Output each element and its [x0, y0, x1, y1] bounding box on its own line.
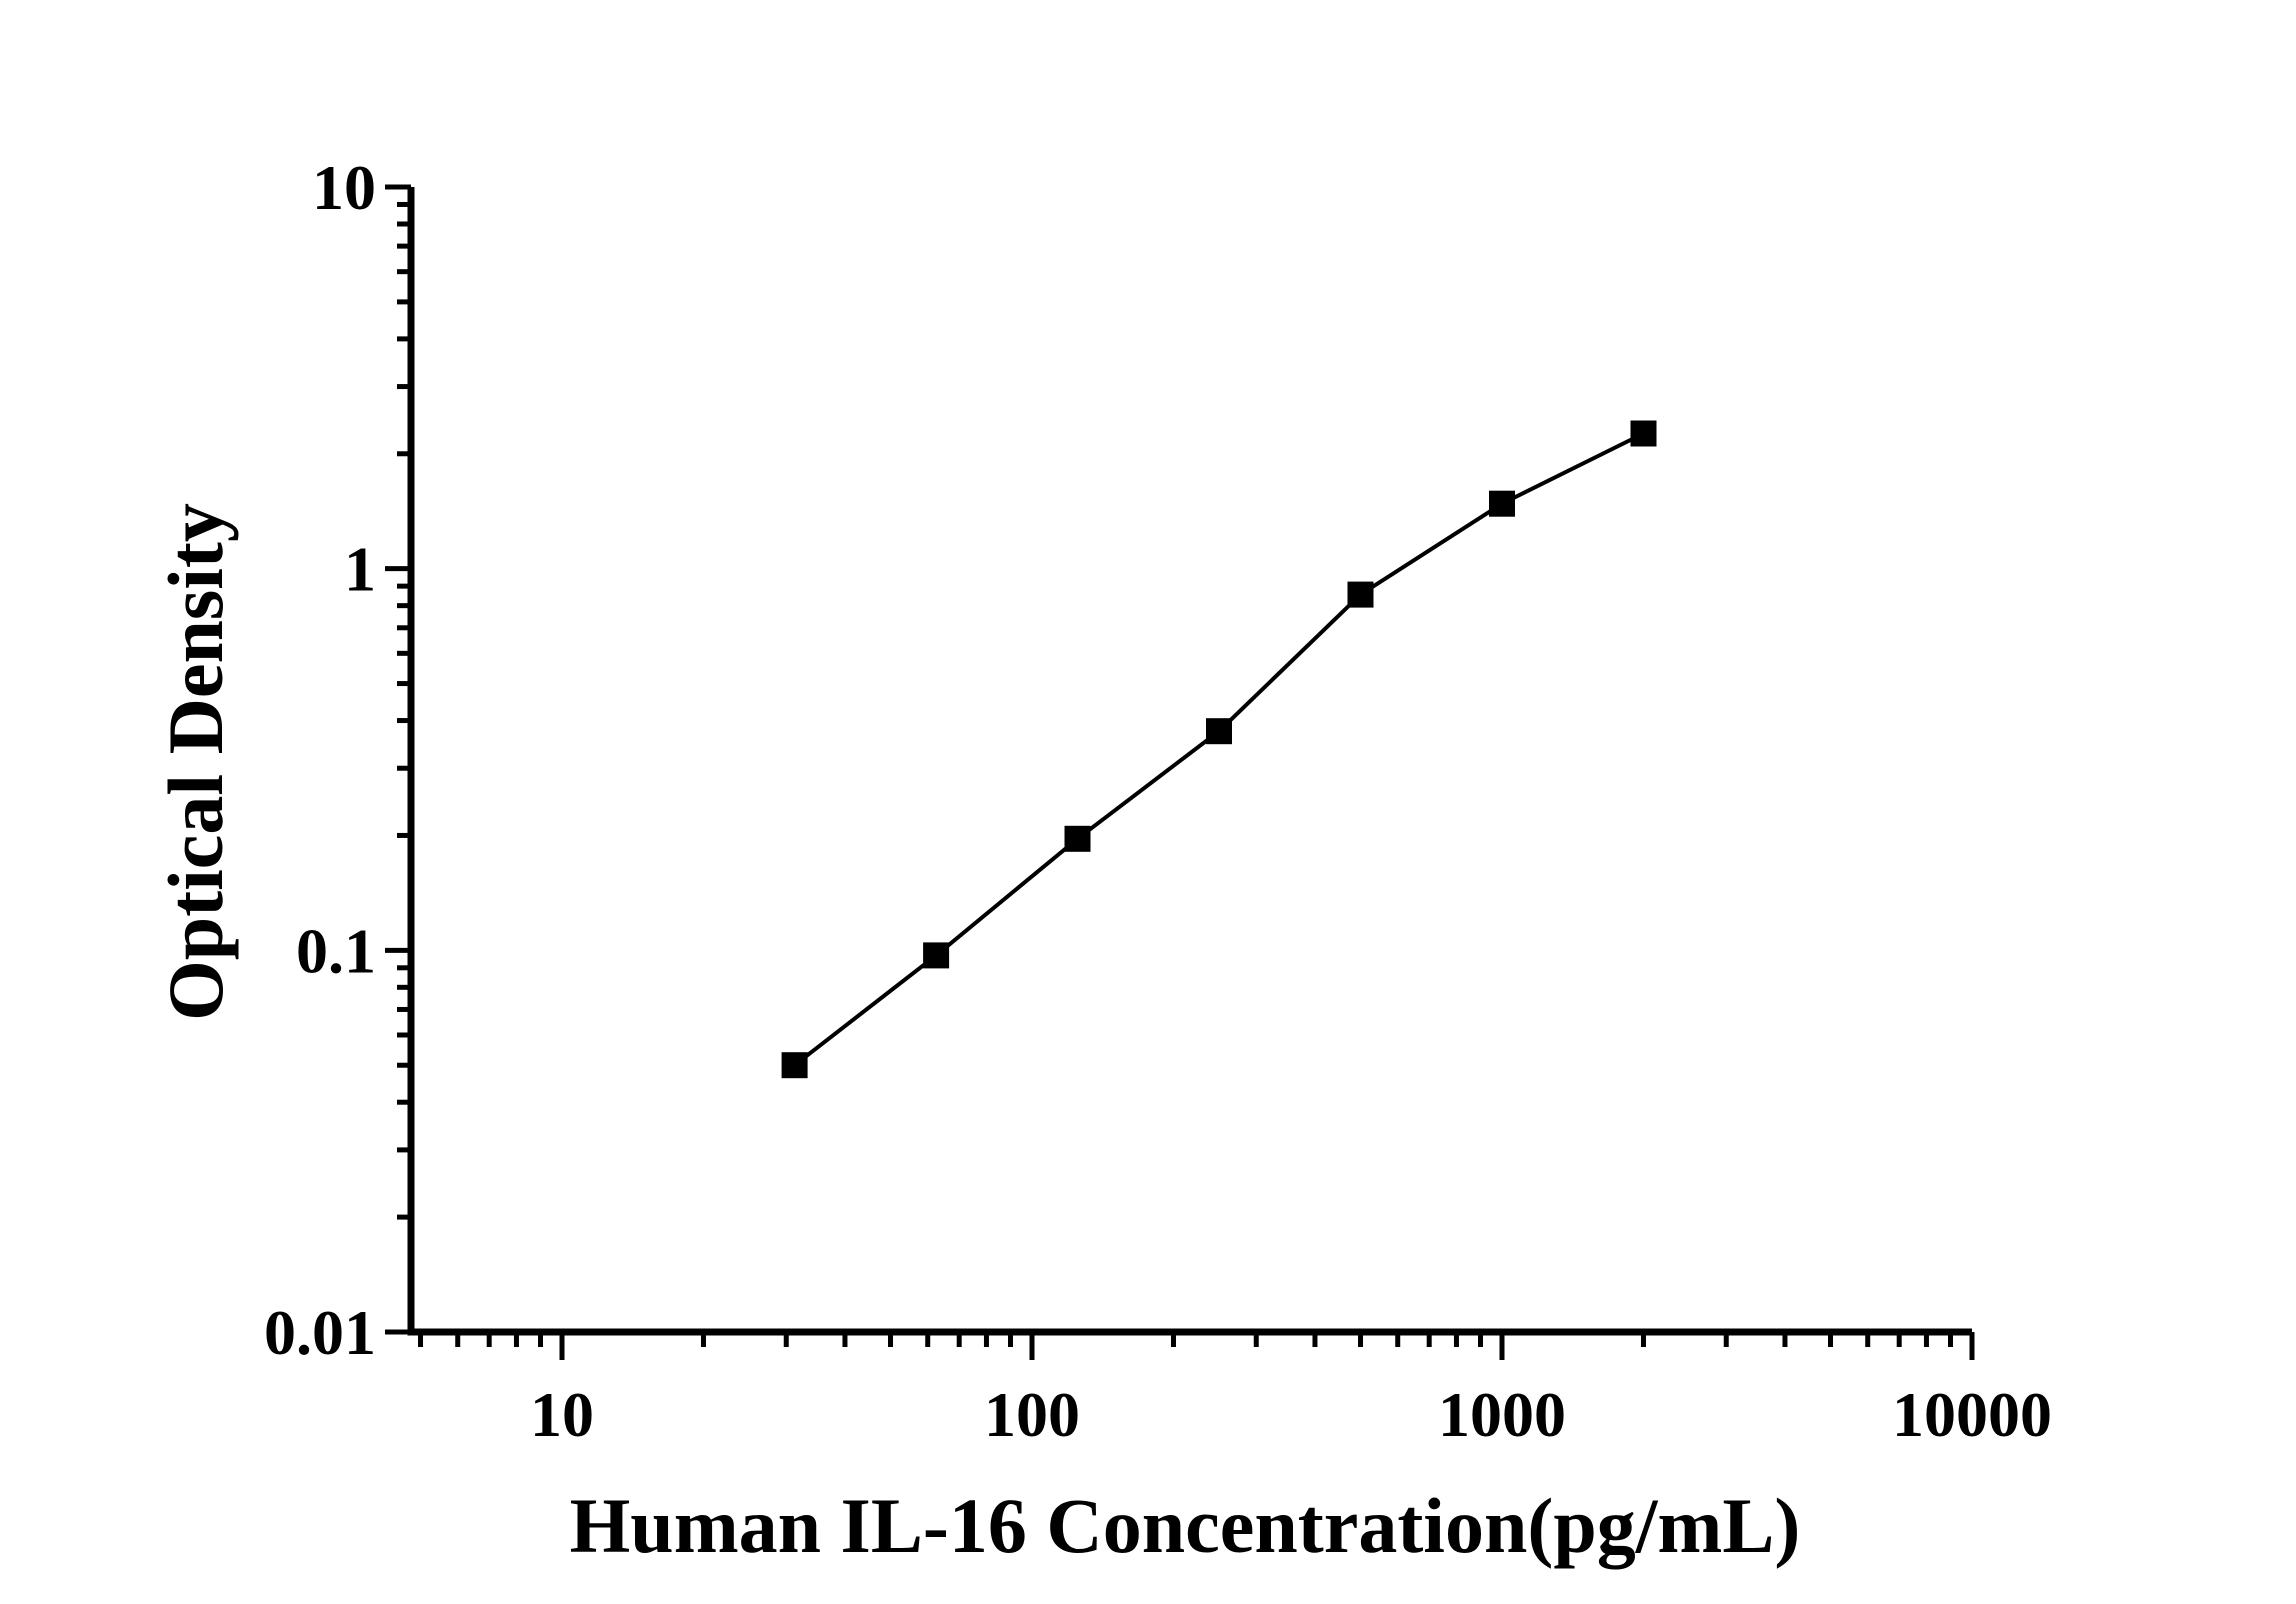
curve-line	[793, 431, 1645, 1067]
axis-tick-labels: 10 1 0.1 0.01 10 100 1000 10000	[264, 152, 2052, 1450]
y-axis-title: Optical Density	[152, 503, 239, 1021]
data-point-31.25	[781, 1052, 808, 1079]
y-tick-label-1: 1	[344, 534, 376, 605]
data-point-62.5	[923, 942, 950, 969]
x-tick-label-1000: 1000	[1438, 1379, 1566, 1450]
x-tick-label-10000: 10000	[1892, 1379, 2052, 1450]
axes	[407, 187, 1972, 1336]
x-tick-label-10: 10	[530, 1379, 594, 1450]
y-tick-label-10: 10	[312, 152, 376, 223]
data-point-1000	[1489, 490, 1515, 517]
y-tick-label-0.01: 0.01	[264, 1297, 376, 1368]
curve-series	[781, 420, 1657, 1079]
x-axis-title: Human IL-16 Concentration(pg/mL)	[570, 1482, 1801, 1569]
data-point-500	[1347, 581, 1374, 608]
data-point-250	[1206, 718, 1232, 745]
x-tick-label-100: 100	[984, 1379, 1080, 1450]
y-tick-label-0.1: 0.1	[296, 915, 376, 986]
axis-ticks	[385, 184, 1975, 1360]
data-point-2000	[1630, 420, 1657, 447]
data-point-125	[1064, 825, 1091, 852]
